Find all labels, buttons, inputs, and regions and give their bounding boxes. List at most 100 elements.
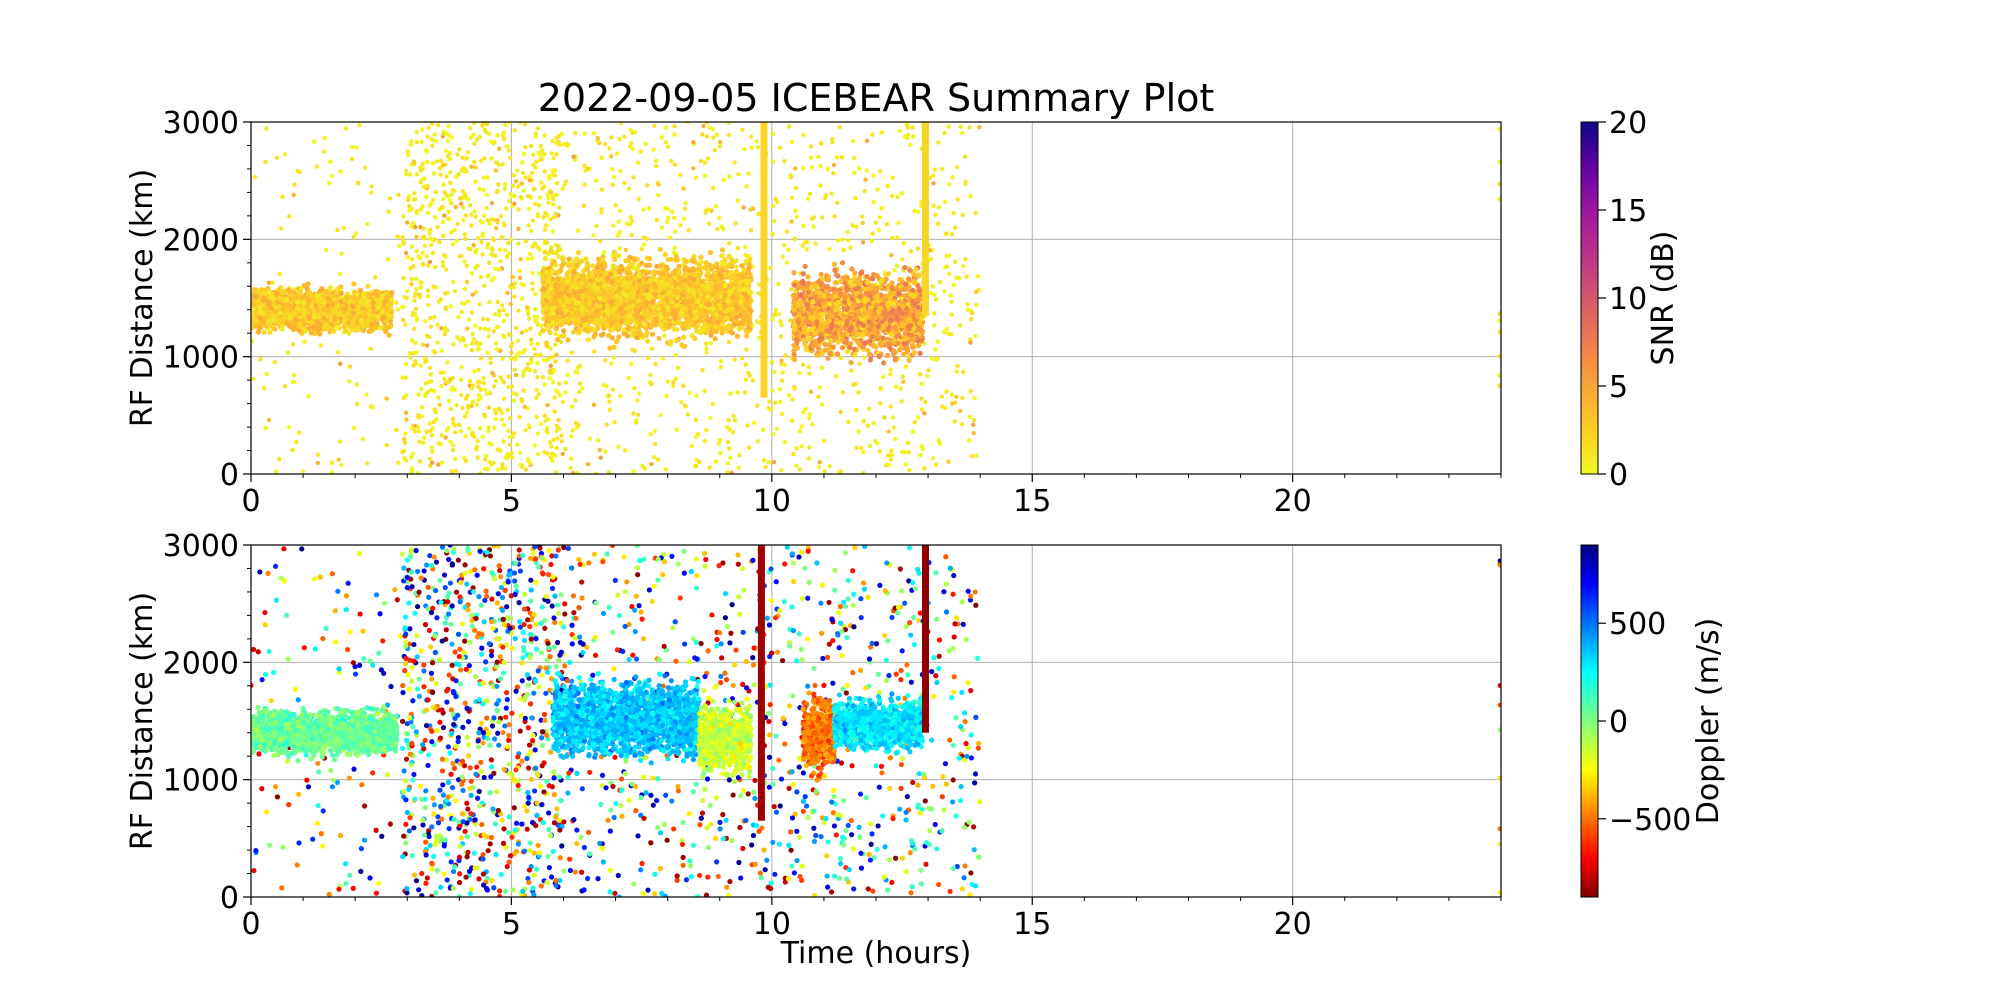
noise-point: [831, 162, 837, 168]
noise-point: [786, 247, 791, 253]
echo-point: [331, 296, 338, 302]
noise-point: [972, 395, 977, 401]
noise-point: [419, 139, 424, 145]
noise-point: [876, 227, 882, 233]
noise-point: [958, 124, 963, 130]
noise-point: [450, 447, 456, 453]
noise-point: [809, 165, 815, 170]
noise-point: [734, 258, 739, 263]
noise-point: [969, 316, 974, 322]
noise-point: [963, 179, 968, 185]
noise-point: [854, 407, 859, 413]
noise-point: [527, 251, 533, 257]
noise-point: [451, 342, 456, 347]
noise-point: [863, 177, 868, 182]
noise-point: [535, 126, 540, 131]
noise-point: [450, 421, 456, 426]
echo-point: [281, 315, 287, 321]
noise-point: [417, 459, 423, 464]
noise-point: [474, 402, 480, 407]
echo-point: [375, 304, 381, 310]
echo-point: [253, 294, 259, 300]
noise-point: [430, 449, 435, 454]
noise-point: [476, 347, 482, 352]
noise-point: [919, 444, 924, 449]
noise-point: [404, 417, 409, 422]
noise-point: [412, 294, 418, 299]
noise-point: [464, 156, 469, 161]
noise-point: [602, 141, 608, 147]
echo-point: [345, 291, 351, 297]
echo-point: [662, 251, 668, 258]
noise-point: [890, 175, 895, 180]
noise-point: [532, 369, 538, 374]
noise-point: [727, 455, 733, 460]
noise-point: [456, 172, 461, 177]
noise-point: [871, 173, 876, 178]
noise-point: [549, 151, 554, 156]
noise-point: [485, 317, 491, 322]
noise-point: [554, 423, 559, 429]
noise-point: [418, 224, 423, 230]
noise-point: [523, 239, 529, 244]
noise-point: [835, 238, 841, 243]
noise-point: [462, 192, 468, 197]
noise-point: [895, 194, 900, 200]
noise-point: [701, 123, 706, 129]
noise-point: [653, 441, 658, 447]
noise-point: [517, 275, 523, 281]
echo-point: [364, 298, 370, 304]
noise-point: [664, 219, 670, 225]
noise-point: [649, 461, 654, 467]
noise-point: [575, 228, 581, 233]
noise-point: [931, 356, 937, 362]
noise-point: [974, 289, 979, 294]
noise-point: [462, 286, 468, 292]
noise-point: [512, 128, 517, 133]
noise-point: [412, 196, 418, 202]
noise-point: [418, 180, 423, 185]
noise-point: [557, 392, 563, 398]
noise-point: [886, 453, 891, 458]
noise-point: [513, 179, 519, 184]
noise-point: [751, 420, 757, 426]
noise-point: [452, 289, 458, 294]
noise-point: [845, 229, 850, 235]
noise-point: [469, 341, 475, 346]
noise-point: [838, 409, 843, 414]
noise-point: [547, 440, 553, 445]
noise-point: [449, 229, 454, 235]
noise-point: [598, 239, 603, 244]
noise-point: [410, 451, 416, 456]
noise-point: [461, 218, 466, 223]
noise-point: [730, 430, 736, 435]
noise-point: [656, 182, 661, 187]
noise-point: [434, 416, 439, 422]
noise-point: [779, 378, 785, 383]
noise-point: [400, 235, 405, 240]
noise-point: [939, 394, 945, 399]
noise-point: [617, 208, 623, 214]
noise-point: [315, 460, 321, 466]
noise-point: [571, 154, 576, 159]
noise-point: [488, 251, 494, 257]
noise-point: [414, 140, 420, 145]
noise-point: [610, 182, 615, 187]
noise-point: [384, 443, 390, 448]
noise-point: [429, 143, 435, 148]
noise-point: [554, 251, 559, 256]
noise-point: [488, 360, 493, 365]
noise-point: [420, 342, 426, 348]
noise-point: [474, 447, 479, 452]
noise-point: [464, 279, 470, 285]
noise-point: [908, 248, 914, 254]
noise-point: [844, 349, 850, 355]
noise-point: [663, 140, 669, 145]
noise-point: [891, 425, 897, 430]
noise-point: [418, 363, 423, 368]
noise-point: [601, 250, 607, 255]
noise-point: [770, 231, 775, 237]
noise-point: [515, 184, 521, 189]
noise-point: [486, 131, 492, 136]
